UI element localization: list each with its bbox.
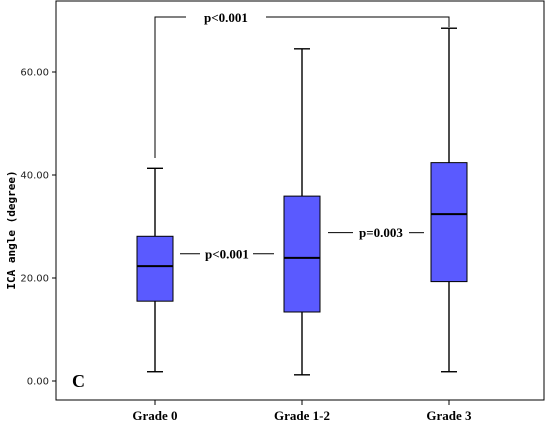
iqr-box — [284, 196, 320, 312]
category-labels: Grade 0 Grade 1-2 Grade 3 — [132, 400, 472, 423]
y-axis-label: ICA angle (degree) — [5, 170, 18, 289]
y-tick-label: 0.00 — [27, 377, 49, 388]
panel-label: C — [72, 371, 85, 391]
box-1 — [137, 168, 173, 371]
category-label: Grade 1-2 — [274, 408, 330, 423]
pvalue-label: p<0.001 — [205, 246, 249, 261]
box-2 — [284, 49, 320, 375]
y-axis: 0.00 20.00 40.00 60.00 — [20, 68, 56, 388]
y-tick-label: 20.00 — [20, 274, 49, 285]
box-series — [137, 28, 467, 375]
pvalue-label: p=0.003 — [359, 225, 403, 240]
y-tick-label: 60.00 — [20, 68, 49, 79]
box-3 — [431, 28, 467, 372]
category-label: Grade 3 — [426, 408, 472, 423]
pvalue-label: p<0.001 — [204, 10, 248, 25]
y-tick-label: 40.00 — [20, 171, 49, 182]
iqr-box — [137, 236, 173, 301]
category-label: Grade 0 — [132, 408, 177, 423]
iqr-box — [431, 163, 467, 282]
